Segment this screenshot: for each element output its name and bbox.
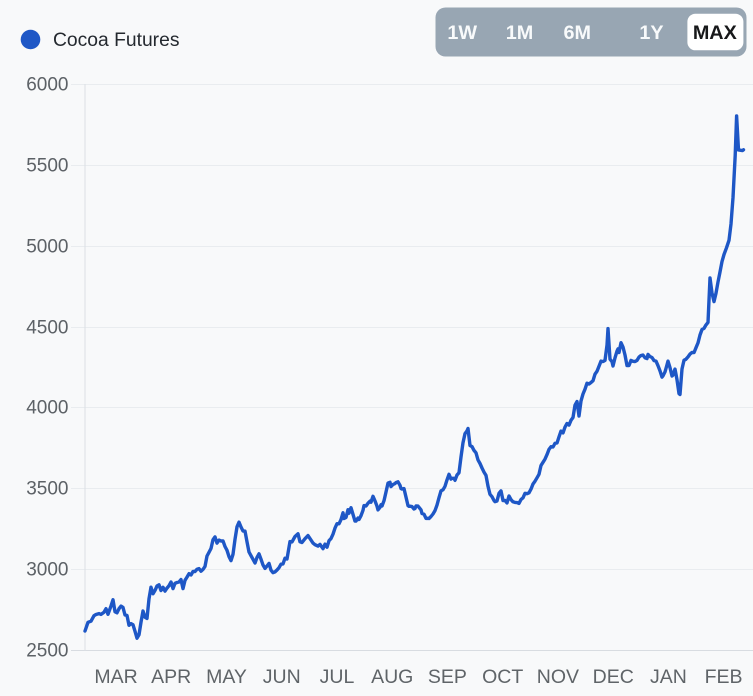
svg-text:JUL: JUL	[320, 666, 355, 688]
svg-text:4000: 4000	[26, 398, 68, 419]
svg-text:5000: 5000	[26, 237, 68, 258]
svg-text:SEP: SEP	[428, 666, 467, 688]
svg-text:5500: 5500	[26, 156, 68, 177]
svg-text:6M: 6M	[564, 22, 591, 44]
svg-text:DEC: DEC	[593, 666, 634, 688]
svg-text:MAX: MAX	[693, 22, 738, 44]
svg-text:MAY: MAY	[206, 666, 247, 688]
svg-text:AUG: AUG	[371, 666, 413, 688]
svg-text:4500: 4500	[26, 318, 68, 339]
svg-text:3000: 3000	[26, 560, 68, 581]
svg-text:FEB: FEB	[705, 666, 743, 688]
svg-text:NOV: NOV	[537, 666, 579, 688]
svg-text:MAR: MAR	[94, 666, 137, 688]
svg-text:OCT: OCT	[482, 666, 523, 688]
svg-text:JUN: JUN	[263, 666, 301, 688]
svg-text:3500: 3500	[26, 479, 68, 500]
svg-text:Cocoa Futures: Cocoa Futures	[53, 30, 179, 51]
svg-text:JAN: JAN	[650, 666, 687, 688]
svg-text:1Y: 1Y	[639, 22, 663, 44]
svg-text:1M: 1M	[506, 22, 533, 44]
svg-text:1W: 1W	[447, 22, 477, 44]
svg-text:2500: 2500	[26, 641, 68, 662]
svg-text:6000: 6000	[26, 75, 68, 96]
svg-text:APR: APR	[151, 666, 191, 688]
